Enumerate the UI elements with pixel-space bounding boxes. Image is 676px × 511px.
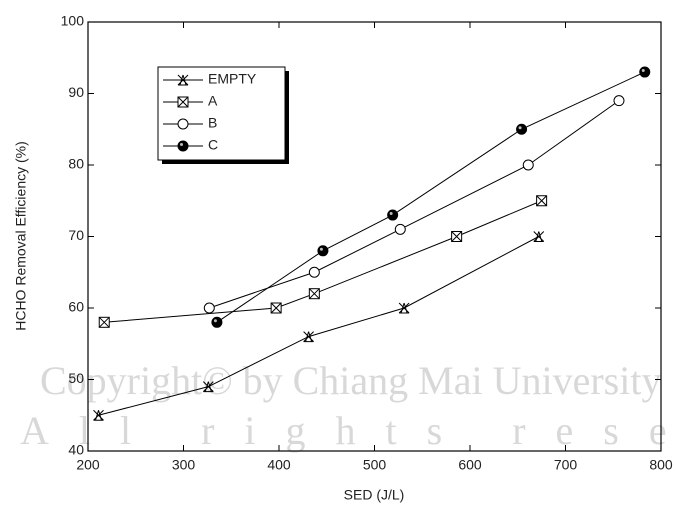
marker — [452, 232, 462, 242]
marker-shape — [517, 124, 527, 134]
marker — [178, 97, 188, 107]
marker-shape — [614, 96, 624, 106]
marker-shape — [309, 267, 319, 277]
legend-label: A — [208, 93, 218, 109]
marker-shape — [204, 303, 214, 313]
marker — [99, 317, 109, 327]
marker-shape — [640, 67, 650, 77]
y-tick-label: 80 — [68, 156, 84, 172]
marker-shape — [519, 126, 522, 129]
marker — [614, 96, 624, 106]
marker-shape — [214, 319, 217, 322]
marker — [204, 303, 214, 313]
marker-shape — [212, 317, 222, 327]
marker-shape — [304, 332, 314, 342]
y-tick-label: 100 — [61, 13, 85, 29]
marker-shape — [320, 248, 323, 251]
marker — [178, 119, 188, 129]
marker-shape — [388, 210, 398, 220]
x-tick-label: 700 — [554, 457, 578, 473]
marker — [309, 267, 319, 277]
marker-shape — [395, 224, 405, 234]
marker — [318, 246, 328, 256]
marker — [304, 332, 314, 342]
marker — [271, 303, 281, 313]
y-tick-label: 70 — [68, 227, 84, 243]
marker — [537, 196, 547, 206]
marker — [395, 224, 405, 234]
x-tick-label: 200 — [76, 457, 100, 473]
chart: Copyright© by Chiang Mai University All … — [0, 0, 676, 511]
marker — [212, 317, 222, 327]
marker-shape — [178, 141, 188, 151]
marker — [517, 124, 527, 134]
legend-label: B — [208, 115, 217, 131]
marker-shape — [642, 69, 645, 72]
marker — [399, 303, 409, 313]
x-tick-label: 400 — [267, 457, 291, 473]
marker — [309, 289, 319, 299]
y-tick-label: 90 — [68, 84, 84, 100]
marker — [534, 232, 544, 242]
y-tick-label: 40 — [68, 442, 84, 458]
marker-shape — [523, 160, 533, 170]
x-tick-label: 500 — [363, 457, 387, 473]
marker-shape — [534, 232, 544, 242]
y-tick-label: 60 — [68, 299, 84, 315]
marker — [523, 160, 533, 170]
series-line — [104, 201, 541, 323]
watermark: All rights reserved — [20, 408, 676, 453]
marker — [178, 141, 188, 151]
marker-shape — [390, 212, 393, 215]
marker — [388, 210, 398, 220]
marker-shape — [180, 143, 183, 146]
y-axis-title: HCHO Removal Efficiency (%) — [13, 141, 29, 331]
marker — [640, 67, 650, 77]
marker-shape — [178, 119, 188, 129]
legend-label: EMPTY — [208, 71, 257, 87]
y-tick-label: 50 — [68, 370, 84, 386]
marker-shape — [399, 303, 409, 313]
marker-shape — [318, 246, 328, 256]
legend-label: C — [208, 137, 218, 153]
x-tick-label: 800 — [649, 457, 673, 473]
x-tick-label: 300 — [172, 457, 196, 473]
x-axis-title: SED (J/L) — [344, 487, 405, 503]
x-tick-label: 600 — [458, 457, 482, 473]
watermark: Copyright© by Chiang Mai University — [40, 358, 661, 403]
